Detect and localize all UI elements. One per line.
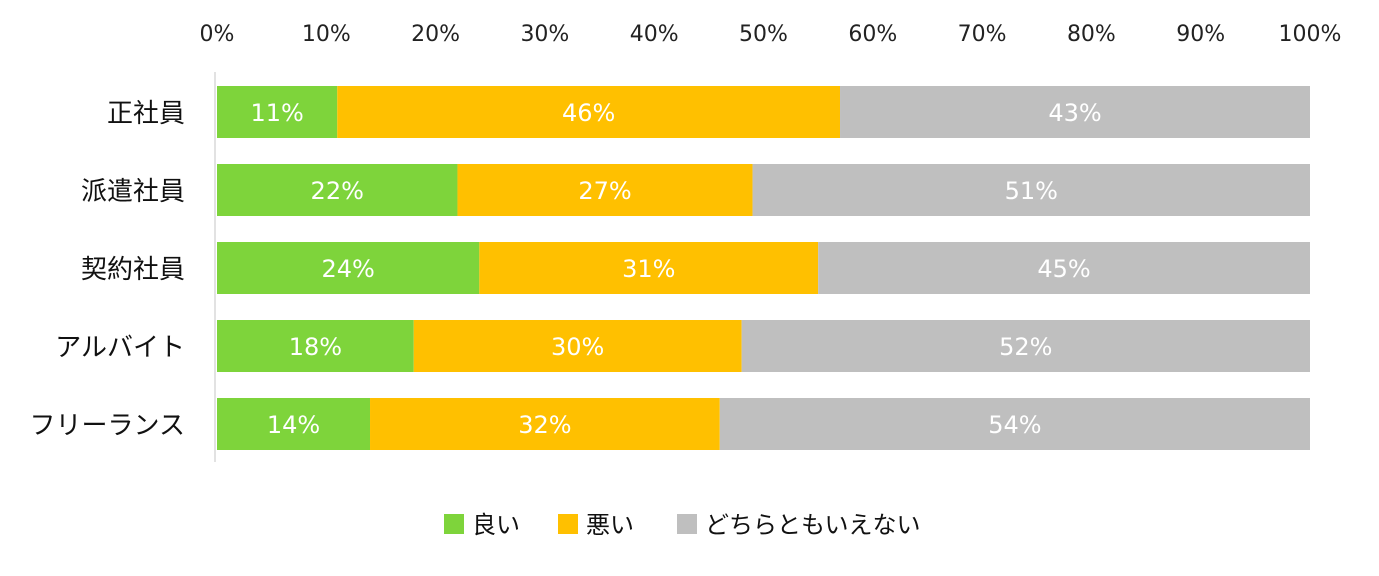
data-label: 45% — [1037, 255, 1090, 283]
data-label: 24% — [321, 255, 374, 283]
x-tick-label: 10% — [302, 22, 351, 47]
bar-segment — [217, 242, 480, 294]
legend-swatch — [444, 514, 464, 534]
bar-segment — [457, 164, 753, 216]
x-tick-label: 70% — [958, 22, 1007, 47]
bar-segment — [413, 320, 742, 372]
category-label: フリーランス — [30, 411, 185, 441]
category-label: 正社員 — [107, 99, 185, 129]
x-tick-label: 30% — [520, 22, 569, 47]
bar-segment — [818, 242, 1310, 294]
x-tick-label: 100% — [1279, 22, 1342, 47]
bar-segment — [479, 242, 819, 294]
x-tick-label: 0% — [200, 22, 235, 47]
bar-segment — [217, 398, 371, 450]
legend-swatch — [558, 514, 578, 534]
x-tick-label: 50% — [739, 22, 788, 47]
data-label: 46% — [562, 99, 615, 127]
bar-segment — [752, 164, 1310, 216]
data-label: 18% — [289, 333, 342, 361]
legend-label: どちらともいえない — [705, 511, 921, 539]
data-label: 54% — [988, 411, 1041, 439]
data-label: 51% — [1005, 177, 1058, 205]
category-label: 派遣社員 — [81, 177, 185, 207]
x-tick-label: 20% — [411, 22, 460, 47]
bar-segment — [217, 320, 414, 372]
x-tick-label: 60% — [848, 22, 897, 47]
legend-label: 悪い — [586, 511, 634, 539]
x-tick-label: 40% — [630, 22, 679, 47]
bars: 11% 46% 43% 22% 27% 51% 24% 31% 45% 18% 30% 52% 14% 3… — [217, 86, 1310, 450]
bar-segment — [370, 398, 720, 450]
bar-segment — [217, 86, 338, 138]
data-label: 32% — [518, 411, 571, 439]
legend-swatch — [677, 514, 697, 534]
x-axis-ticks: 0% 10% 20% 30% 40% 50% 60% 70% 80% 90% 100% — [200, 22, 1342, 47]
data-label: 14% — [267, 411, 320, 439]
data-label: 22% — [311, 177, 364, 205]
category-label: 契約社員 — [81, 255, 185, 285]
bar-segment — [719, 398, 1310, 450]
bar-segment — [741, 320, 1310, 372]
bar-segment — [840, 86, 1310, 138]
category-label: アルバイト — [55, 333, 185, 363]
legend-label: 良い — [472, 511, 520, 539]
x-tick-label: 80% — [1067, 22, 1116, 47]
x-tick-label: 90% — [1176, 22, 1225, 47]
data-label: 52% — [999, 333, 1052, 361]
data-label: 43% — [1048, 99, 1101, 127]
bar-segment — [337, 86, 841, 138]
legend: 良い 悪い どちらともいえない — [444, 511, 921, 539]
data-label: 27% — [578, 177, 631, 205]
data-label: 11% — [250, 99, 303, 127]
bar-segment — [217, 164, 458, 216]
data-label: 31% — [622, 255, 675, 283]
data-label: 30% — [551, 333, 604, 361]
